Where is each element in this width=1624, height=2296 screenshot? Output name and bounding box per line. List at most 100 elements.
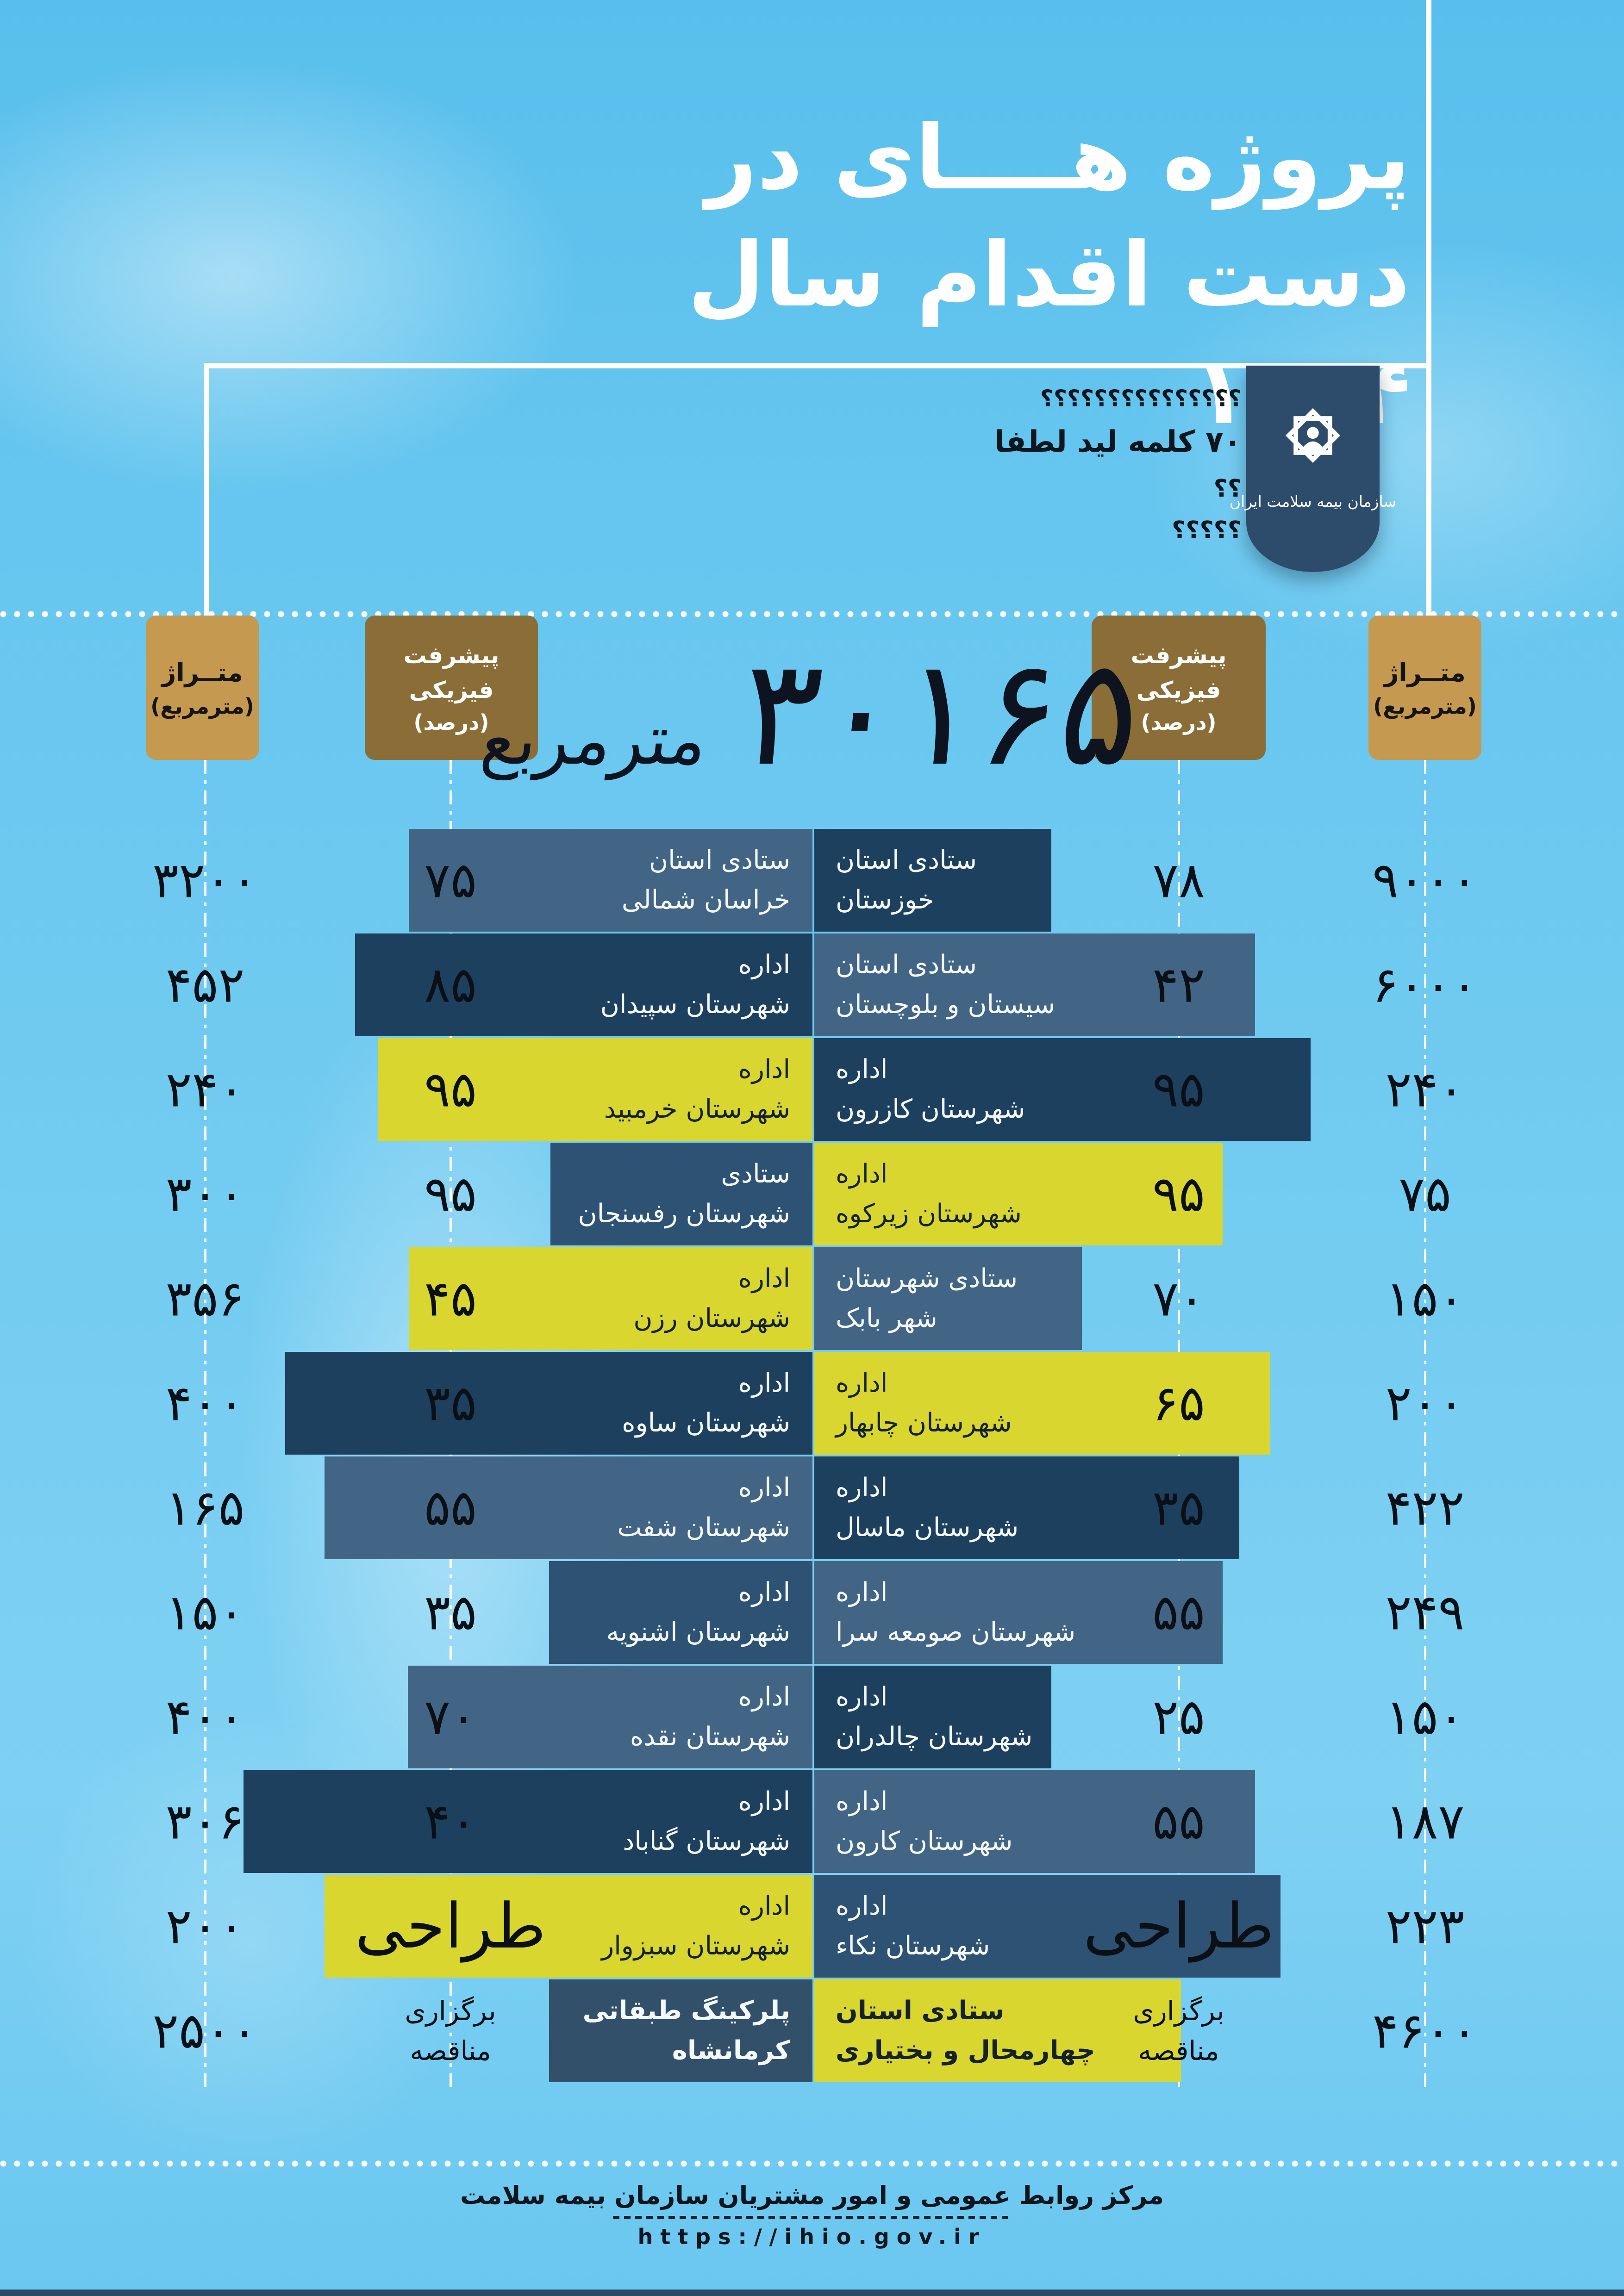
project-label-line: ستادی bbox=[721, 1159, 790, 1189]
project-label-line: سیستان و بلوچستان bbox=[836, 989, 1056, 1020]
progress-value: ۷۵ bbox=[424, 852, 477, 909]
footer-dotted-line bbox=[0, 2160, 1624, 2167]
project-label: اداره شهرستان ساوه bbox=[622, 1363, 790, 1443]
total-value: ۳۰۱۶۵ bbox=[733, 627, 1149, 799]
guide-area-left bbox=[204, 760, 206, 2089]
project-label-line: اداره bbox=[836, 1054, 888, 1084]
project-label-line: ستادی شهرستان bbox=[836, 1263, 1018, 1294]
progress-value: ۹۵ bbox=[424, 1166, 477, 1223]
progress-value: ۲۵ bbox=[1152, 1689, 1205, 1746]
progress-line: ۹۵ bbox=[1152, 1165, 1205, 1223]
progress-value: ۴۵ bbox=[424, 1270, 477, 1327]
org-ribbon: سازمان بیمه سلامت ایران bbox=[1230, 366, 1396, 572]
progress-line: ۳۵ bbox=[424, 1584, 477, 1641]
progress-line: ۵۵ bbox=[1152, 1793, 1205, 1850]
progress-value: ۷۰ bbox=[1152, 1270, 1205, 1327]
project-label: اداره شهرستان گناباد bbox=[623, 1782, 790, 1861]
badge-label: پیشرفت فیزیکی bbox=[1131, 641, 1227, 703]
project-bar-right: اداره شهرستان نکاء bbox=[814, 1875, 1280, 1978]
area-value: ۴۰۰ bbox=[165, 1688, 245, 1746]
project-label: ستادی شهرستان شهر بابک bbox=[836, 1259, 1018, 1338]
project-bar-left: اداره شهرستان سپیدان bbox=[355, 933, 812, 1036]
page-title: پروژه هــــای در دست اقدام سال ۱۴۰۴ bbox=[531, 100, 1410, 451]
lead-note-line: ؟؟؟؟؟ bbox=[1172, 516, 1242, 544]
badge-unit: (مترمربع) bbox=[1373, 694, 1477, 719]
org-name: سازمان بیمه سلامت ایران bbox=[1229, 492, 1397, 510]
project-label-line: شهرستان نقده bbox=[630, 1722, 790, 1752]
project-bar-right: اداره شهرستان چابهار bbox=[814, 1352, 1270, 1455]
guide-area-right bbox=[1424, 760, 1426, 2089]
project-label: اداره شهرستان چالدران bbox=[836, 1677, 1032, 1757]
area-value: ۱۸۷ bbox=[1385, 1793, 1465, 1850]
project-bar-left: اداره شهرستان خرمبید bbox=[378, 1038, 812, 1141]
project-label-line: اداره bbox=[836, 1786, 888, 1817]
project-label-line: ستادی استان bbox=[836, 1996, 1005, 2026]
area-value: ۲۰۰ bbox=[1385, 1375, 1465, 1432]
project-label-line: پلرکینگ طبقاتی bbox=[582, 1996, 790, 2026]
progress-line: ۷۰ bbox=[424, 1688, 477, 1746]
project-label: اداره شهرستان صومعه سرا bbox=[836, 1573, 1075, 1652]
progress-line: ۷۵ bbox=[424, 852, 477, 909]
project-bar-left: پلرکینگ طبقاتی کرمانشاه bbox=[549, 1979, 812, 2082]
project-label-line: شهرستان رفسنجان bbox=[578, 1199, 790, 1229]
progress-line: ۳۵ bbox=[424, 1375, 477, 1432]
progress-line: برگزاری bbox=[405, 1995, 496, 2027]
footer-org-line: مرکز روابط عمومی و امور مشتریان سازمان ب… bbox=[460, 2181, 1164, 2210]
project-bar-left: ستادی شهرستان رفسنجان bbox=[550, 1143, 812, 1245]
chart-row: اداره شهرستان اشنویه ۳۵ ۱۵۰ اداره شهرستان صوم… bbox=[0, 1561, 1624, 1664]
project-label-line: چهارمحال و بختیاری bbox=[836, 2035, 1095, 2066]
area-value: ۱۶۵ bbox=[165, 1479, 245, 1537]
area-value: ۷۵ bbox=[1399, 1165, 1451, 1223]
chart-row: ستادی استان خراسان شمالی ۷۵ ۳۲۰۰ ستادی استان… bbox=[0, 829, 1624, 932]
project-bar-left: اداره شهرستان نقده bbox=[408, 1666, 812, 1768]
project-label-line: خوزستان bbox=[836, 885, 934, 915]
progress-line: برگزاری bbox=[1133, 1995, 1224, 2027]
progress-value: برگزاری مناقصه bbox=[1133, 1991, 1224, 2071]
progress-line: مناقصه bbox=[410, 2035, 491, 2066]
chart-row: اداره شهرستان رزن ۴۵ ۳۵۶ ستادی شهرستان شهر با… bbox=[0, 1247, 1624, 1350]
lead-placeholder-notes: ؟؟؟؟؟؟؟؟؟؟؟؟؟؟؟ ۷۰ کلمه لید لطفا ؟؟ ؟؟؟؟… bbox=[825, 385, 1242, 558]
frame-line-right bbox=[1426, 0, 1431, 616]
progress-value: برگزاری مناقصه bbox=[405, 1991, 496, 2071]
project-label: اداره شهرستان زیرکوه bbox=[836, 1154, 1022, 1234]
area-value: ۳۲۰۰ bbox=[152, 852, 258, 909]
header-badge-area-left: متــراژ (مترمربع) bbox=[146, 616, 259, 760]
area-value: ۲۲۳ bbox=[1385, 1898, 1465, 1955]
progress-value: ۸۵ bbox=[424, 957, 477, 1014]
project-label-line: اداره bbox=[738, 950, 790, 980]
area-value: ۴۶۰۰ bbox=[1372, 2002, 1478, 2060]
project-bar-right: اداره شهرستان صومعه سرا bbox=[814, 1561, 1223, 1664]
area-value: ۲۴۰ bbox=[1385, 1061, 1465, 1118]
area-value: ۲۰۰ bbox=[165, 1898, 245, 1955]
progress-line: ۸۵ bbox=[424, 956, 477, 1014]
chart-row: ستادی شهرستان رفسنجان ۹۵ ۳۰۰ اداره شهرستان زی… bbox=[0, 1143, 1624, 1245]
project-label-line: اداره bbox=[836, 1577, 888, 1607]
project-label-line: شهرستان زیرکوه bbox=[836, 1199, 1022, 1229]
progress-value: ۵۵ bbox=[1152, 1793, 1205, 1850]
project-label-line: ستادی استان bbox=[649, 845, 790, 875]
project-label-line: اداره bbox=[836, 1159, 888, 1189]
title-line-1: پروژه هــــای در bbox=[706, 106, 1410, 210]
progress-line: طراحی bbox=[355, 1890, 546, 1962]
progress-line: ۹۵ bbox=[424, 1061, 477, 1118]
badge-label: متــراژ bbox=[1384, 658, 1466, 688]
project-label-line: شهر بابک bbox=[836, 1303, 937, 1333]
project-label-line: شهرستان ساوه bbox=[622, 1408, 790, 1438]
chart-row: اداره شهرستان خرمبید ۹۵ ۲۴۰ اداره شهرستان کاز… bbox=[0, 1038, 1624, 1141]
area-value: ۲۵۰۰ bbox=[152, 2002, 258, 2060]
project-label-line: شهرستان خرمبید bbox=[604, 1094, 790, 1124]
project-label-line: اداره bbox=[836, 1682, 888, 1712]
progress-value: ۹۵ bbox=[1152, 1166, 1205, 1223]
project-label-line: شهرستان اشنویه bbox=[606, 1617, 790, 1647]
progress-line: ۵۵ bbox=[424, 1479, 477, 1537]
project-bar-right: اداره شهرستان کارون bbox=[814, 1770, 1255, 1873]
project-label: ستادی استان خراسان شمالی bbox=[622, 840, 790, 920]
progress-line: ۶۵ bbox=[1152, 1375, 1205, 1432]
area-value: ۳۰۰ bbox=[165, 1165, 245, 1223]
footer-dash-separator bbox=[613, 2216, 1011, 2219]
project-bar-left: اداره شهرستان سبزوار bbox=[325, 1875, 812, 1978]
progress-line: ۷۰ bbox=[1152, 1270, 1205, 1327]
frame-line-left bbox=[204, 363, 209, 616]
footer-url: https://ihio.gov.ir bbox=[637, 2224, 987, 2249]
project-label-line: ستادی استان bbox=[836, 845, 977, 875]
